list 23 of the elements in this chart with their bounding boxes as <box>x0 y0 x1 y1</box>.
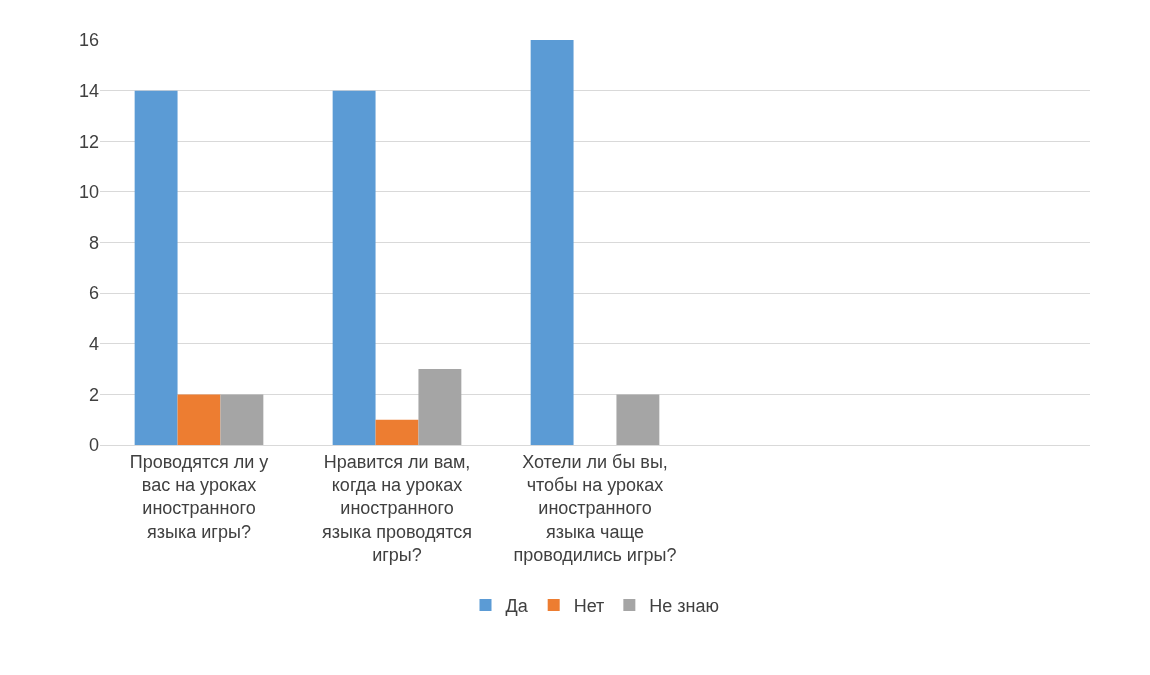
bar <box>332 90 376 445</box>
y-tick-label: 4 <box>88 334 99 355</box>
y-tick-label: 14 <box>78 80 99 101</box>
x-tick-label: Нравится ли вам, когда на уроках иностранного языка проводятся игры? <box>321 451 473 566</box>
y-tick-label: 16 <box>78 30 99 51</box>
legend-label: Да <box>505 595 529 616</box>
y-tick-label: 8 <box>88 232 99 253</box>
bar <box>177 394 221 445</box>
y-tick-label: 6 <box>88 283 99 304</box>
bar <box>616 394 660 445</box>
x-tick-label: Хотели ли бы вы, чтобы на уроках иностранного языка чаще проводились игры? <box>513 451 677 566</box>
bar <box>220 394 264 445</box>
bar <box>375 419 419 445</box>
legend-label: Нет <box>573 595 605 616</box>
y-tick-label: 10 <box>78 182 99 203</box>
y-tick-label: 0 <box>88 435 99 456</box>
bar <box>530 40 574 445</box>
bar <box>418 369 462 445</box>
bar <box>134 90 178 445</box>
y-tick-label: 12 <box>78 131 99 152</box>
legend-label: Не знаю <box>649 595 720 616</box>
y-tick-label: 2 <box>88 384 99 405</box>
x-tick-label: Проводятся ли у вас на уроках иностранного языка игры? <box>129 451 269 542</box>
